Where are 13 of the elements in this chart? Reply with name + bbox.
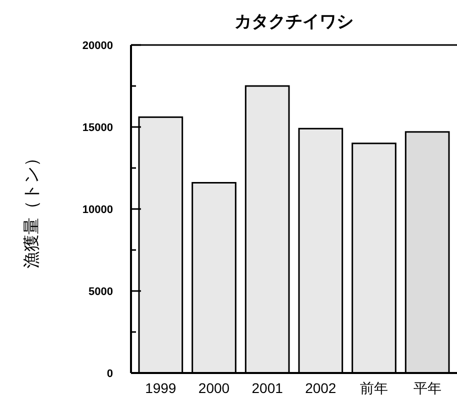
chart-title: カタクチイワシ	[234, 12, 354, 31]
x-tick-label: 平年	[413, 380, 442, 396]
x-tick-label: 2002	[305, 380, 336, 396]
y-tick-label: 10000	[82, 204, 113, 216]
x-tick-label: 1999	[145, 380, 176, 396]
y-axis-title: 漁獲量（トン）	[22, 150, 41, 268]
x-tick-label: 2001	[252, 380, 284, 396]
y-tick-label: 5000	[88, 286, 113, 298]
y-tick-label: 0	[106, 368, 113, 380]
x-tick-label: 2000	[198, 380, 230, 396]
x-tick-label: 前年	[360, 380, 388, 396]
y-tick-label: 15000	[82, 122, 113, 134]
y-tick-label: 20000	[82, 40, 113, 52]
